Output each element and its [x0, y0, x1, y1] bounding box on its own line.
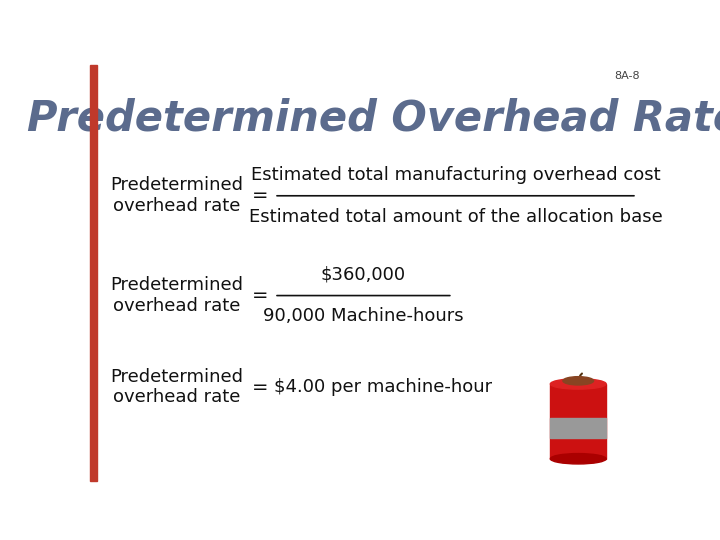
- Text: Predetermined
overhead rate: Predetermined overhead rate: [110, 368, 243, 407]
- Text: Estimated total amount of the allocation base: Estimated total amount of the allocation…: [248, 207, 662, 226]
- Text: 8A-8: 8A-8: [614, 71, 639, 81]
- Text: 90,000 Machine-hours: 90,000 Machine-hours: [263, 307, 464, 326]
- Text: Estimated total manufacturing overhead cost: Estimated total manufacturing overhead c…: [251, 166, 660, 184]
- Bar: [550, 418, 606, 438]
- Text: $4.00 per machine-hour: $4.00 per machine-hour: [274, 378, 492, 396]
- Text: =: =: [252, 377, 269, 396]
- Text: =: =: [252, 286, 269, 305]
- Ellipse shape: [550, 454, 606, 464]
- Text: =: =: [252, 186, 269, 205]
- Text: Predetermined Overhead Rates: Predetermined Overhead Rates: [27, 98, 720, 140]
- Bar: [550, 384, 606, 459]
- Text: Predetermined
overhead rate: Predetermined overhead rate: [110, 177, 243, 215]
- Text: Predetermined
overhead rate: Predetermined overhead rate: [110, 276, 243, 315]
- Text: $360,000: $360,000: [321, 266, 406, 284]
- Ellipse shape: [563, 377, 593, 385]
- Bar: [90, 65, 96, 481]
- Ellipse shape: [550, 379, 606, 389]
